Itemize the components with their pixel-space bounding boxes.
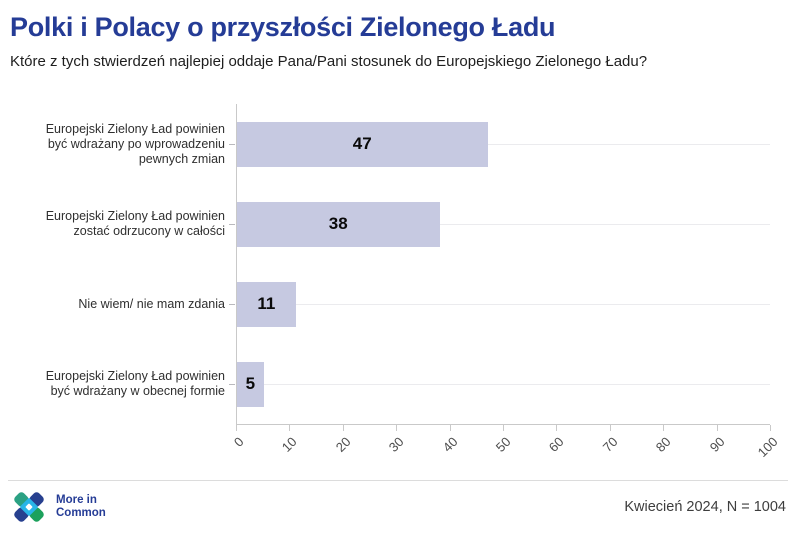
plot-area: 47 38 11 5 [229,104,770,425]
more-in-common-logo-icon [14,492,44,522]
category-label: Europejski Zielony Ład powinien być wdra… [45,121,225,166]
x-axis-tick-mark [716,425,718,431]
category-labels-column: Europejski Zielony Ład powinien być wdra… [10,104,236,425]
x-axis: 0 10 20 30 40 50 60 70 80 90 100 [231,425,781,475]
category-label: Nie wiem/ nie mam zdania [78,296,225,311]
x-axis-tick-mark [770,425,771,431]
category-tick-mark [229,384,235,385]
logo-center-hole [25,503,33,511]
x-axis-tick-label: 60 [546,434,567,455]
x-axis-tick-label: 70 [599,434,621,455]
category-tick-mark [229,224,235,225]
x-axis-tick-mark [449,425,451,431]
more-in-common-logo: More in Common [10,488,106,526]
gridline [237,144,770,145]
x-axis-tick-mark [663,425,665,431]
x-axis-tick-label: 90 [706,434,728,455]
x-axis-tick-label: 10 [279,434,300,455]
logo-wordmark-line1: More in [56,494,97,506]
category-tick-mark [229,144,235,145]
footer: More in Common Kwiecień 2024, N = 1004 [10,481,786,526]
bar: 38 [237,201,440,247]
bar: 47 [237,121,488,167]
gridline [237,384,770,385]
bar-value-label: 11 [257,294,276,313]
horizontal-bar-chart: Europejski Zielony Ład powinien być wdra… [10,104,786,475]
survey-note: Kwiecień 2024, N = 1004 [624,499,786,515]
x-axis-tick-label: 20 [332,434,354,455]
x-axis-tick-mark [342,425,344,431]
bar-value-label: 47 [352,134,372,153]
x-axis-tick-mark [503,425,504,431]
x-axis-tick-label: 50 [492,434,514,455]
x-axis-tick-label: 80 [652,434,674,455]
x-axis-tick-label: 0 [230,434,247,450]
logo-wordmark-line2: Common [56,507,106,519]
x-axis-tick-mark [609,425,611,431]
bar-value-label: 5 [245,374,256,393]
category-tick-mark [229,304,235,305]
gridline [237,304,770,305]
category-label: Europejski Zielony Ład powinien być wdra… [45,369,225,398]
logo-wordmark: More in Common [56,494,106,520]
category-label: Europejski Zielony Ład powinien zostać o… [45,209,225,238]
page-title: Polki i Polacy o przyszłości Zielonego Ł… [10,12,556,42]
footer-divider [8,480,788,481]
x-axis-tick-mark [396,425,398,431]
x-axis-tick-mark [556,425,558,431]
bar: 11 [237,281,296,327]
gridline [237,224,770,225]
x-axis-tick-mark [236,425,237,431]
x-axis-tick-mark [289,425,291,431]
bar: 5 [237,361,264,407]
x-axis-tick-label: 30 [385,434,407,455]
bar-value-label: 38 [328,214,348,233]
x-axis-tick-label: 40 [439,434,461,455]
x-axis-tick-label: 100 [754,434,781,460]
chart-subtitle: Które z tych stwierdzeń najlepiej oddaje… [10,53,648,70]
